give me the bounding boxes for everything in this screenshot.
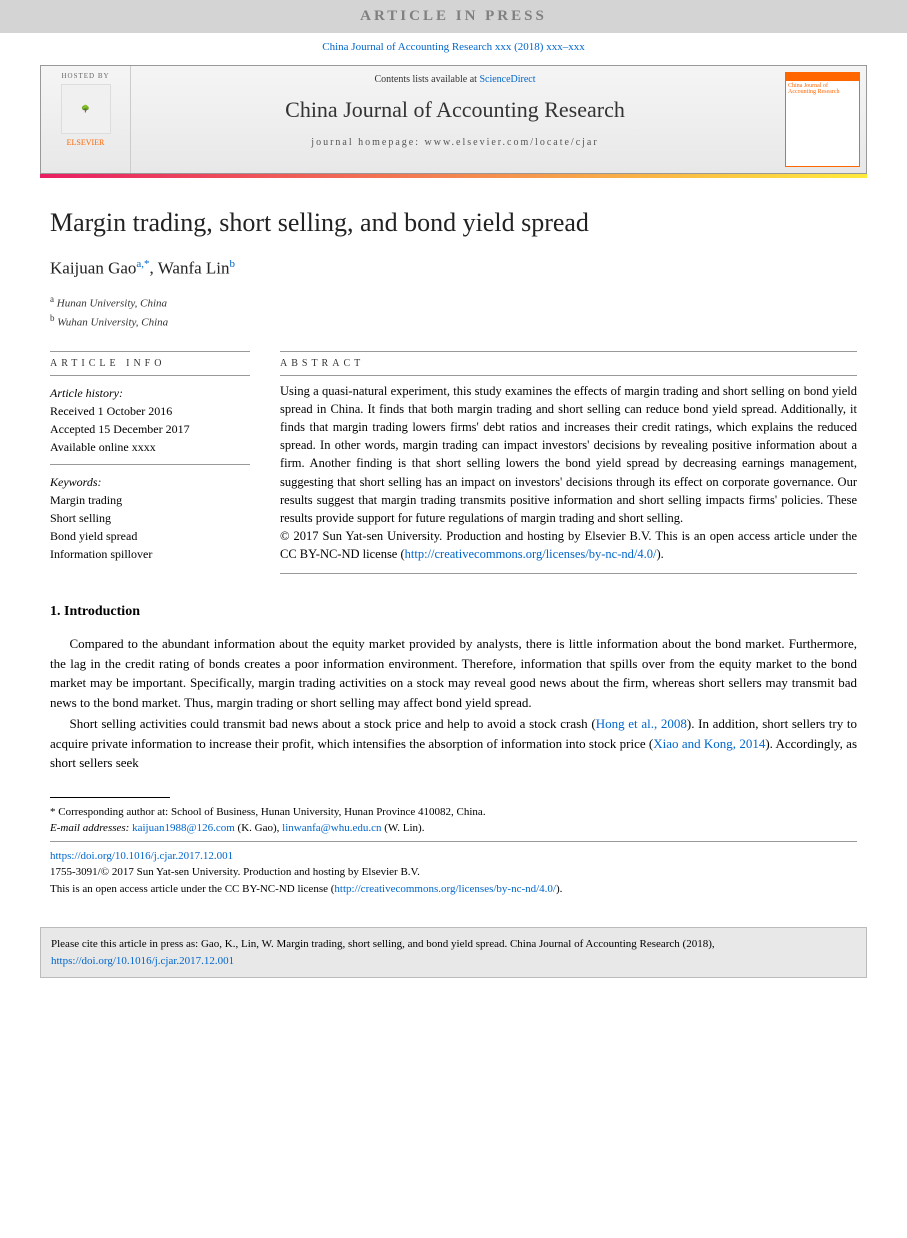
cite-text: Please cite this article in press as: Ga… bbox=[51, 938, 715, 950]
divider bbox=[280, 573, 857, 574]
affiliation-a: a Hunan University, China bbox=[50, 293, 857, 312]
footnote-separator bbox=[50, 797, 170, 798]
doi-block: https://doi.org/10.1016/j.cjar.2017.12.0… bbox=[50, 841, 857, 898]
elsevier-logo-text: ELSEVIER bbox=[47, 138, 124, 147]
please-cite-box: Please cite this article in press as: Ga… bbox=[40, 927, 867, 978]
hosted-by-column: HOSTED BY 🌳 ELSEVIER bbox=[41, 66, 131, 173]
abstract-body: Using a quasi-natural experiment, this s… bbox=[280, 384, 857, 525]
email-link-1[interactable]: kaijuan1988@126.com bbox=[132, 822, 235, 834]
author-1-affil-sup: a, bbox=[136, 258, 144, 270]
homepage-label: journal homepage: bbox=[311, 137, 424, 148]
article-in-press-banner: ARTICLE IN PRESS bbox=[0, 0, 907, 33]
citation-link-hong[interactable]: Hong et al., 2008 bbox=[596, 716, 687, 731]
corresponding-author-block: * Corresponding author at: School of Bus… bbox=[50, 804, 857, 841]
journal-name: China Journal of Accounting Research bbox=[141, 97, 769, 123]
affiliation-b-text: Wuhan University, China bbox=[57, 316, 168, 328]
available-line: Available online xxxx bbox=[50, 438, 250, 456]
email-label: E-mail addresses: bbox=[50, 822, 129, 834]
license-text-b: ). bbox=[556, 883, 562, 895]
affiliations: a Hunan University, China b Wuhan Univer… bbox=[50, 293, 857, 331]
abstract-text: Using a quasi-natural experiment, this s… bbox=[280, 376, 857, 563]
elsevier-tree-icon: 🌳 bbox=[61, 84, 111, 134]
contents-lists-line: Contents lists available at ScienceDirec… bbox=[141, 74, 769, 85]
journal-header-center: Contents lists available at ScienceDirec… bbox=[131, 66, 779, 173]
journal-header: HOSTED BY 🌳 ELSEVIER Contents lists avai… bbox=[40, 65, 867, 174]
article-info-column: ARTICLE INFO Article history: Received 1… bbox=[50, 351, 250, 574]
keyword-item: Margin trading bbox=[50, 491, 250, 509]
keywords-heading: Keywords: bbox=[50, 473, 250, 491]
corresponding-label: * Corresponding author at: School of Bus… bbox=[50, 804, 857, 821]
sciencedirect-link[interactable]: ScienceDirect bbox=[479, 74, 535, 85]
license-link[interactable]: http://creativecommons.org/licenses/by-n… bbox=[405, 547, 657, 561]
cite-doi-link[interactable]: https://doi.org/10.1016/j.cjar.2017.12.0… bbox=[51, 955, 234, 967]
keyword-item: Bond yield spread bbox=[50, 527, 250, 545]
intro-paragraph-1: Compared to the abundant information abo… bbox=[50, 634, 857, 712]
intro-paragraph-2: Short selling activities could transmit … bbox=[50, 714, 857, 773]
keyword-item: Short selling bbox=[50, 509, 250, 527]
main-content: Margin trading, short selling, and bond … bbox=[0, 178, 907, 917]
article-info-label: ARTICLE INFO bbox=[50, 352, 250, 375]
abstract-close-paren: ). bbox=[656, 547, 663, 561]
p2-text-a: Short selling activities could transmit … bbox=[70, 716, 596, 731]
article-title: Margin trading, short selling, and bond … bbox=[50, 208, 857, 238]
affiliation-a-text: Hunan University, China bbox=[57, 297, 167, 309]
author-1-name: Kaijuan Gao bbox=[50, 259, 136, 278]
affiliation-b: b Wuhan University, China bbox=[50, 312, 857, 331]
issn-copyright-line: 1755-3091/© 2017 Sun Yat-sen University.… bbox=[50, 864, 857, 881]
info-abstract-row: ARTICLE INFO Article history: Received 1… bbox=[50, 351, 857, 574]
license-line: This is an open access article under the… bbox=[50, 881, 857, 898]
received-line: Received 1 October 2016 bbox=[50, 402, 250, 420]
cover-thumb-orange-bar bbox=[786, 73, 859, 81]
abstract-column: ABSTRACT Using a quasi-natural experimen… bbox=[280, 351, 857, 574]
keywords-block: Keywords: Margin trading Short selling B… bbox=[50, 465, 250, 571]
email-line: E-mail addresses: kaijuan1988@126.com (K… bbox=[50, 820, 857, 837]
introduction-section: 1. Introduction Compared to the abundant… bbox=[50, 604, 857, 773]
keyword-item: Information spillover bbox=[50, 545, 250, 563]
journal-homepage-line: journal homepage: www.elsevier.com/locat… bbox=[141, 137, 769, 148]
homepage-url: www.elsevier.com/locate/cjar bbox=[425, 137, 599, 148]
footer-license-link[interactable]: http://creativecommons.org/licenses/by-n… bbox=[334, 883, 556, 895]
introduction-heading: 1. Introduction bbox=[50, 604, 857, 620]
license-text-a: This is an open access article under the… bbox=[50, 883, 334, 895]
citation-link-xiao[interactable]: Xiao and Kong, 2014 bbox=[653, 736, 765, 751]
authors-line: Kaijuan Gaoa,*, Wanfa Linb bbox=[50, 258, 857, 279]
accepted-line: Accepted 15 December 2017 bbox=[50, 420, 250, 438]
article-history-block: Article history: Received 1 October 2016… bbox=[50, 376, 250, 464]
email-1-name: (K. Gao), bbox=[235, 822, 282, 834]
author-2-name: , Wanfa Lin bbox=[150, 259, 230, 278]
hosted-by-label: HOSTED BY bbox=[47, 72, 124, 80]
email-2-name: (W. Lin). bbox=[381, 822, 424, 834]
history-heading: Article history: bbox=[50, 384, 250, 402]
contents-prefix: Contents lists available at bbox=[374, 74, 479, 85]
author-2-affil-sup: b bbox=[230, 258, 236, 270]
citation-header: China Journal of Accounting Research xxx… bbox=[0, 33, 907, 61]
doi-link[interactable]: https://doi.org/10.1016/j.cjar.2017.12.0… bbox=[50, 850, 233, 862]
abstract-label: ABSTRACT bbox=[280, 352, 857, 375]
cover-thumb-title: China Journal of Accounting Research bbox=[786, 81, 859, 97]
journal-cover-thumbnail: China Journal of Accounting Research bbox=[785, 72, 860, 167]
email-link-2[interactable]: linwanfa@whu.edu.cn bbox=[282, 822, 381, 834]
